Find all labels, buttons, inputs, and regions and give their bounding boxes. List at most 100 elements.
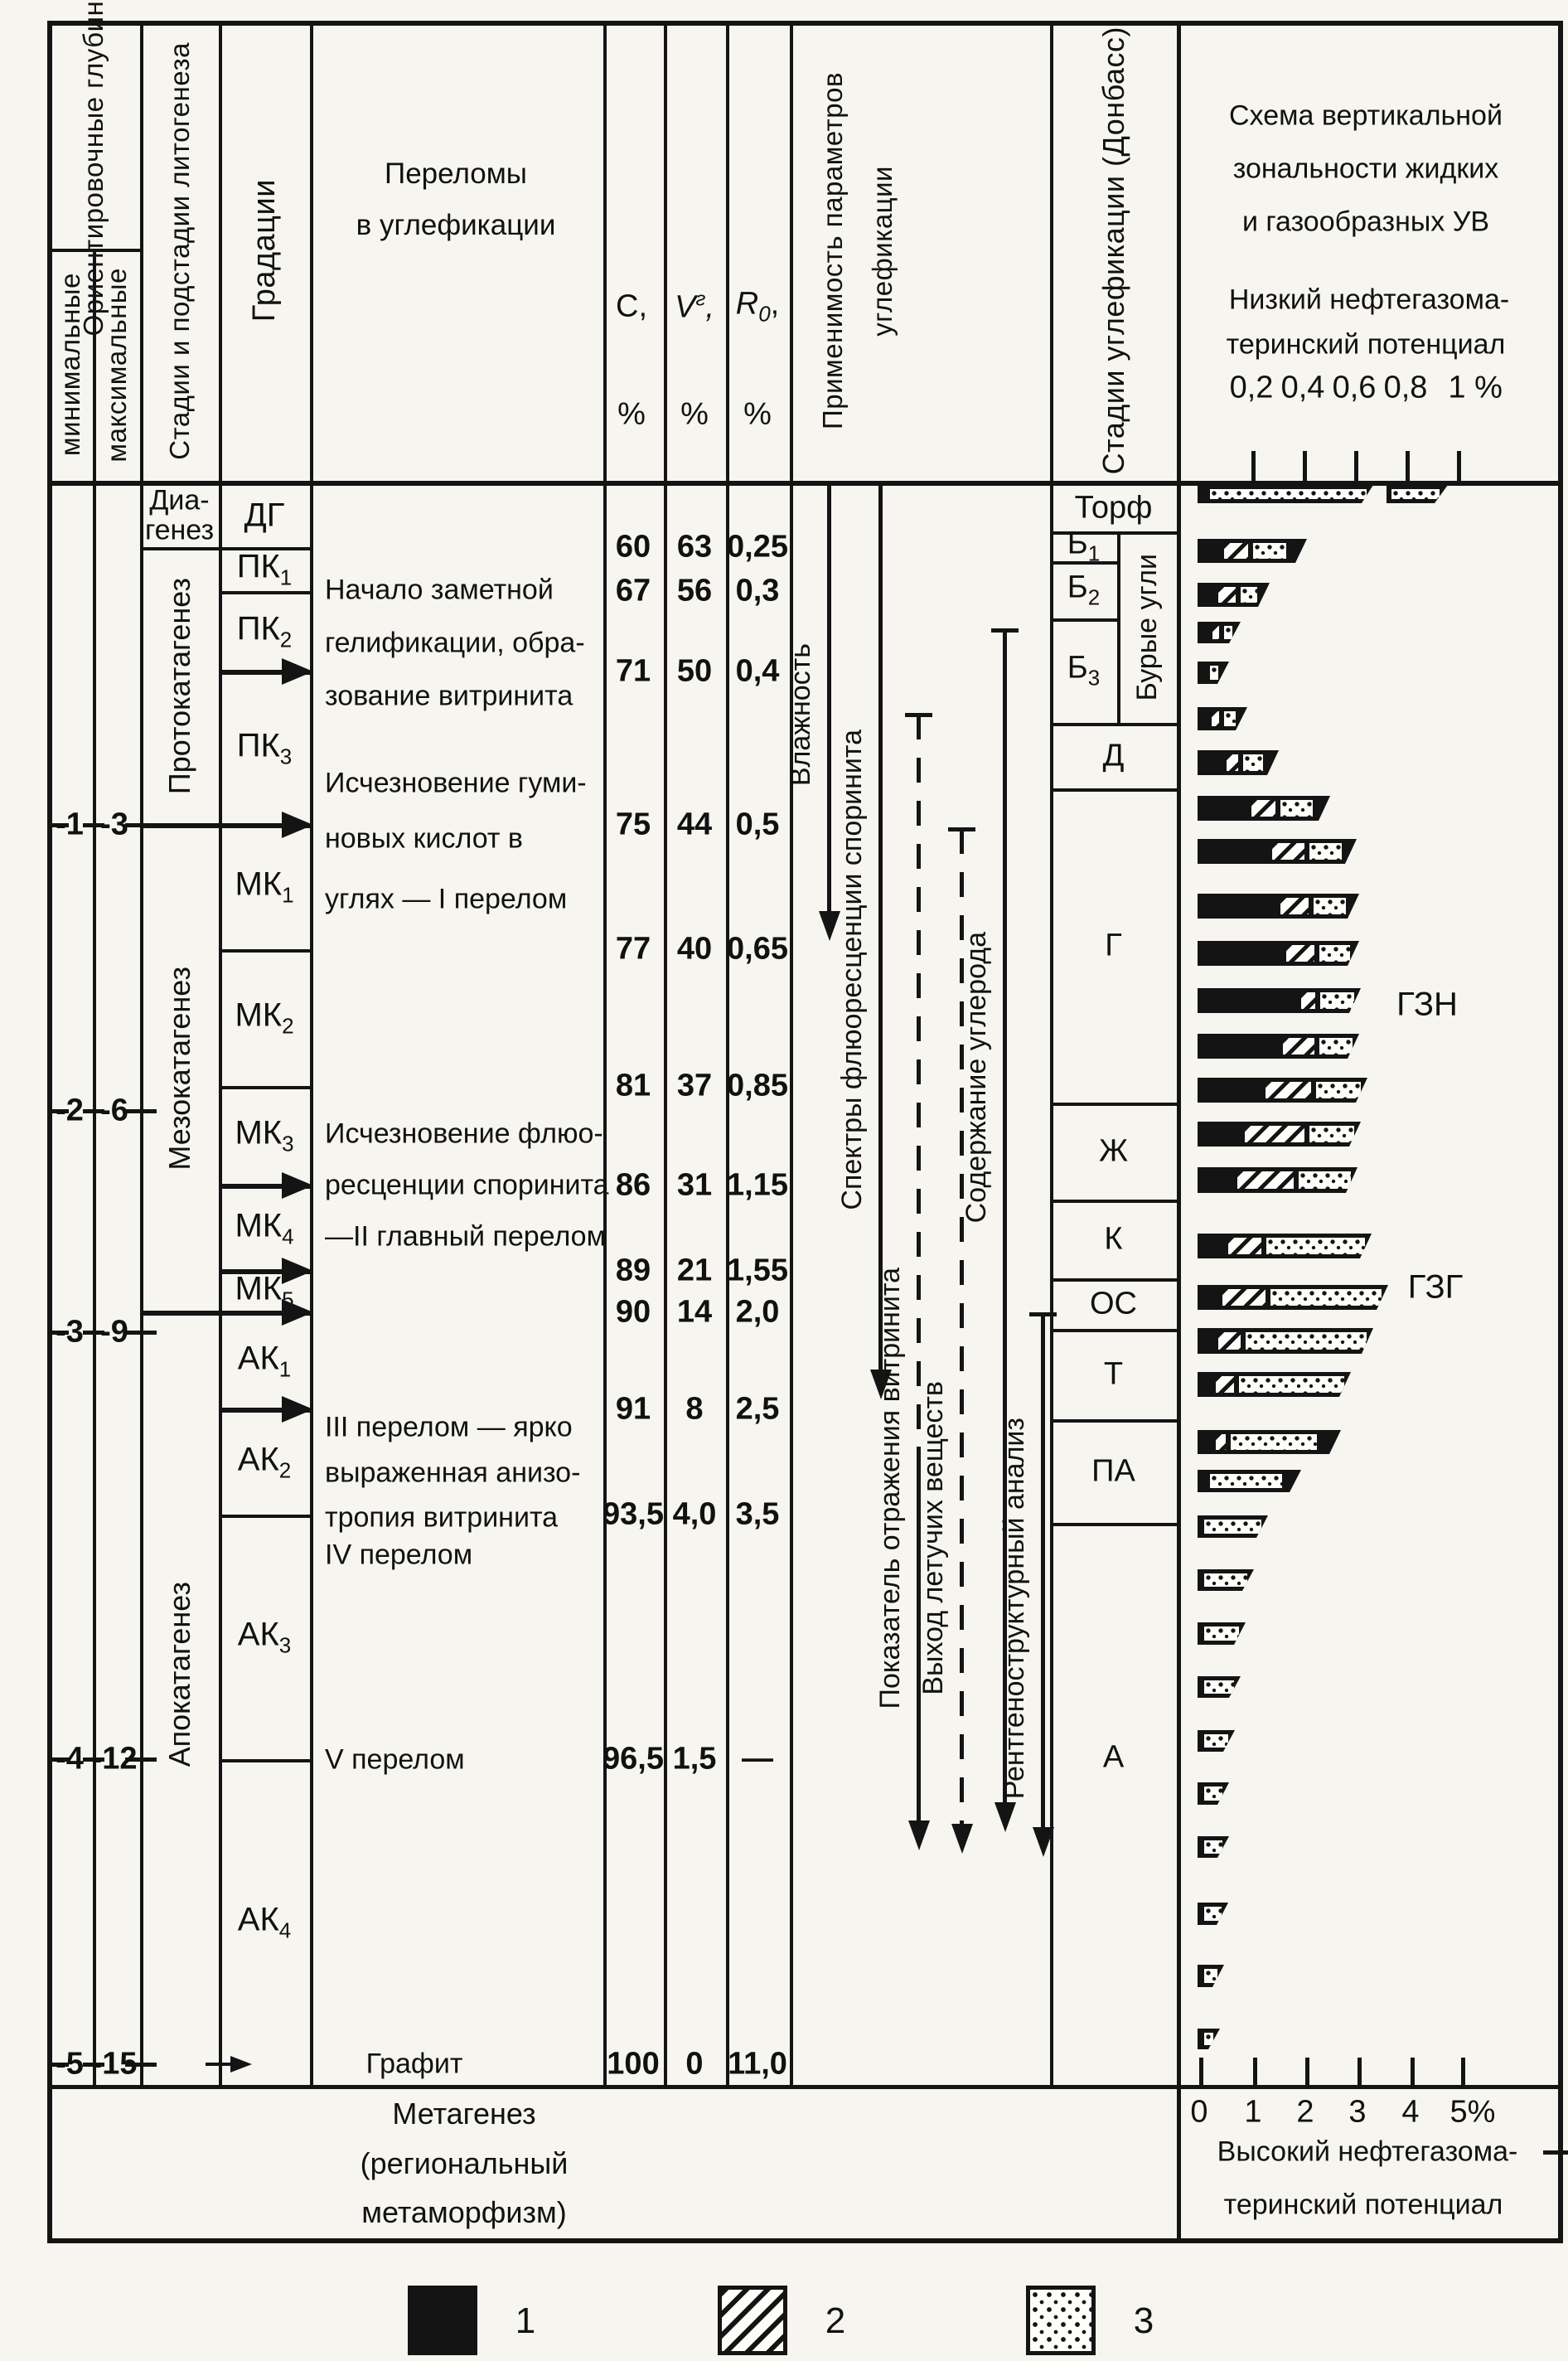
bottom-axis-tick-label: 1 xyxy=(1244,2094,1262,2130)
top-axis-tick-label: 0,4 xyxy=(1280,370,1325,405)
bar-dot-segment xyxy=(1204,1787,1222,1801)
depth-tick-min xyxy=(47,1757,69,1762)
applicability-arrow-head xyxy=(869,1370,892,1399)
legend-swatch-3 xyxy=(1026,2286,1096,2355)
chart-bar xyxy=(1198,1903,1228,1925)
metagenesis-label: метаморфизм) xyxy=(361,2195,567,2229)
chart-bar xyxy=(1198,1622,1246,1645)
depth-max-value: -3 xyxy=(100,807,128,842)
depth-tick-stage xyxy=(125,1109,157,1113)
depth-tick-min xyxy=(47,2063,69,2067)
v-value: 8 xyxy=(685,1391,704,1427)
bar-dot-segment xyxy=(1204,1573,1247,1587)
col-line-app_don xyxy=(1050,21,1053,2085)
bar-dot-segment xyxy=(1280,800,1313,817)
depths-min-label: минимальные xyxy=(54,273,85,457)
donbass-brown-stage-label: Б1 xyxy=(1067,526,1101,566)
gradation-row-line xyxy=(219,591,310,594)
v-value: 56 xyxy=(676,573,713,608)
bar-hatch-segment xyxy=(1216,1434,1226,1450)
applicability-arrow-start-bar xyxy=(948,827,975,831)
metagenesis-label: Метагенез xyxy=(392,2097,536,2131)
bar-dot-segment xyxy=(1204,1840,1222,1854)
r-value: 0,4 xyxy=(735,653,780,689)
chart-bar-extra xyxy=(1387,485,1448,503)
gradation-arrow-head xyxy=(282,1396,313,1423)
col-line-grad_brk xyxy=(310,21,313,2085)
chart-bar xyxy=(1198,662,1229,684)
r-value: 0,25 xyxy=(727,529,788,565)
donbass-row-line xyxy=(1050,1103,1177,1106)
bottom-axis-tick xyxy=(1357,2058,1362,2085)
depth-max-value: -15 xyxy=(91,2046,138,2082)
stage-label: Мезокатагенез xyxy=(162,967,196,1171)
depth-tick-min xyxy=(47,1109,69,1113)
bar-hatch-segment xyxy=(1251,800,1275,817)
r-column-unit: % xyxy=(743,396,772,432)
low-potential-line2: теринский потенциал xyxy=(1226,328,1506,361)
applicability-arrow-start-bar xyxy=(1029,1312,1057,1316)
col-line-c_v xyxy=(664,21,667,2085)
bar-dot-segment xyxy=(1204,2033,1213,2045)
break-text: выраженная анизо- xyxy=(325,1457,581,1489)
frame-bottom xyxy=(47,2238,1563,2243)
stage-label: Диа- xyxy=(149,484,210,516)
gradation-arrow-line xyxy=(140,823,288,827)
donbass-brown-group-label: Бурые угли xyxy=(1130,553,1163,701)
chart-bar xyxy=(1198,1836,1229,1858)
metagenesis-label: (региональный xyxy=(360,2146,569,2180)
gradation-label: МК2 xyxy=(235,996,294,1038)
donbass-stage-label: Ж xyxy=(1098,1133,1129,1168)
applicability-arrow-line-dashed xyxy=(917,715,921,1447)
donbass-stage-label: ПА xyxy=(1091,1453,1135,1488)
donbass-brown-stage-label: Б3 xyxy=(1067,650,1101,691)
bar-dot-segment xyxy=(1210,489,1367,499)
chart-bar xyxy=(1198,988,1361,1013)
gradation-label: АК4 xyxy=(237,1901,292,1942)
chart-bar xyxy=(1198,1122,1361,1147)
bottom-axis-tick-label: 3 xyxy=(1348,2094,1367,2130)
bar-dot-segment xyxy=(1243,754,1263,771)
depth-tick-max xyxy=(83,1757,104,1762)
high-potential-line2: теринский потенциал xyxy=(1223,2189,1503,2221)
high-potential-tick xyxy=(1543,2150,1568,2155)
break-text: Начало заметной xyxy=(325,574,554,606)
donbass-row-line xyxy=(1050,788,1177,792)
col-line-minmax xyxy=(93,249,96,2085)
top-axis-tick xyxy=(1406,451,1410,481)
chart-bar xyxy=(1198,1470,1301,1492)
bar-hatch-segment xyxy=(1224,543,1248,559)
chart-bar xyxy=(1198,707,1247,730)
bar-hatch-segment xyxy=(1286,945,1314,962)
chart-bar xyxy=(1198,1730,1235,1752)
chart-bar xyxy=(1198,622,1241,643)
applicability-arrow-head xyxy=(994,1802,1016,1832)
gradation-label: МК4 xyxy=(235,1207,294,1248)
gradation-row-line xyxy=(219,1086,310,1089)
donbass-row-line xyxy=(1050,1329,1177,1332)
stage-label: Апокатагенез xyxy=(162,1582,196,1767)
bar-hatch-segment xyxy=(1222,1289,1266,1306)
stage-label: генез xyxy=(144,514,215,546)
gradation-arrow-head xyxy=(282,658,313,685)
top-axis-tick xyxy=(1251,451,1256,481)
chart-bar xyxy=(1198,839,1357,864)
donbass-row-line xyxy=(1050,1278,1177,1282)
gradation-label: АК2 xyxy=(237,1441,292,1482)
v-value: 50 xyxy=(676,653,713,689)
depth-tick-max xyxy=(83,823,104,827)
col-line-max_stage xyxy=(140,21,143,2085)
chart-bar xyxy=(1198,1676,1241,1698)
donbass-row-line xyxy=(1050,723,1177,726)
legend-number-2: 2 xyxy=(825,2300,846,2341)
v-value: 40 xyxy=(676,931,713,967)
v-value: 21 xyxy=(676,1253,713,1288)
c-value: 77 xyxy=(615,931,651,967)
chart-bar xyxy=(1198,894,1359,919)
c-value: 67 xyxy=(615,573,651,608)
bar-dot-segment xyxy=(1204,1734,1228,1748)
c-value: 96,5 xyxy=(603,1741,664,1777)
gradations-column-title: Градации xyxy=(246,179,282,322)
depth-max-value: -9 xyxy=(100,1314,128,1350)
chart-bar xyxy=(1198,1372,1351,1397)
